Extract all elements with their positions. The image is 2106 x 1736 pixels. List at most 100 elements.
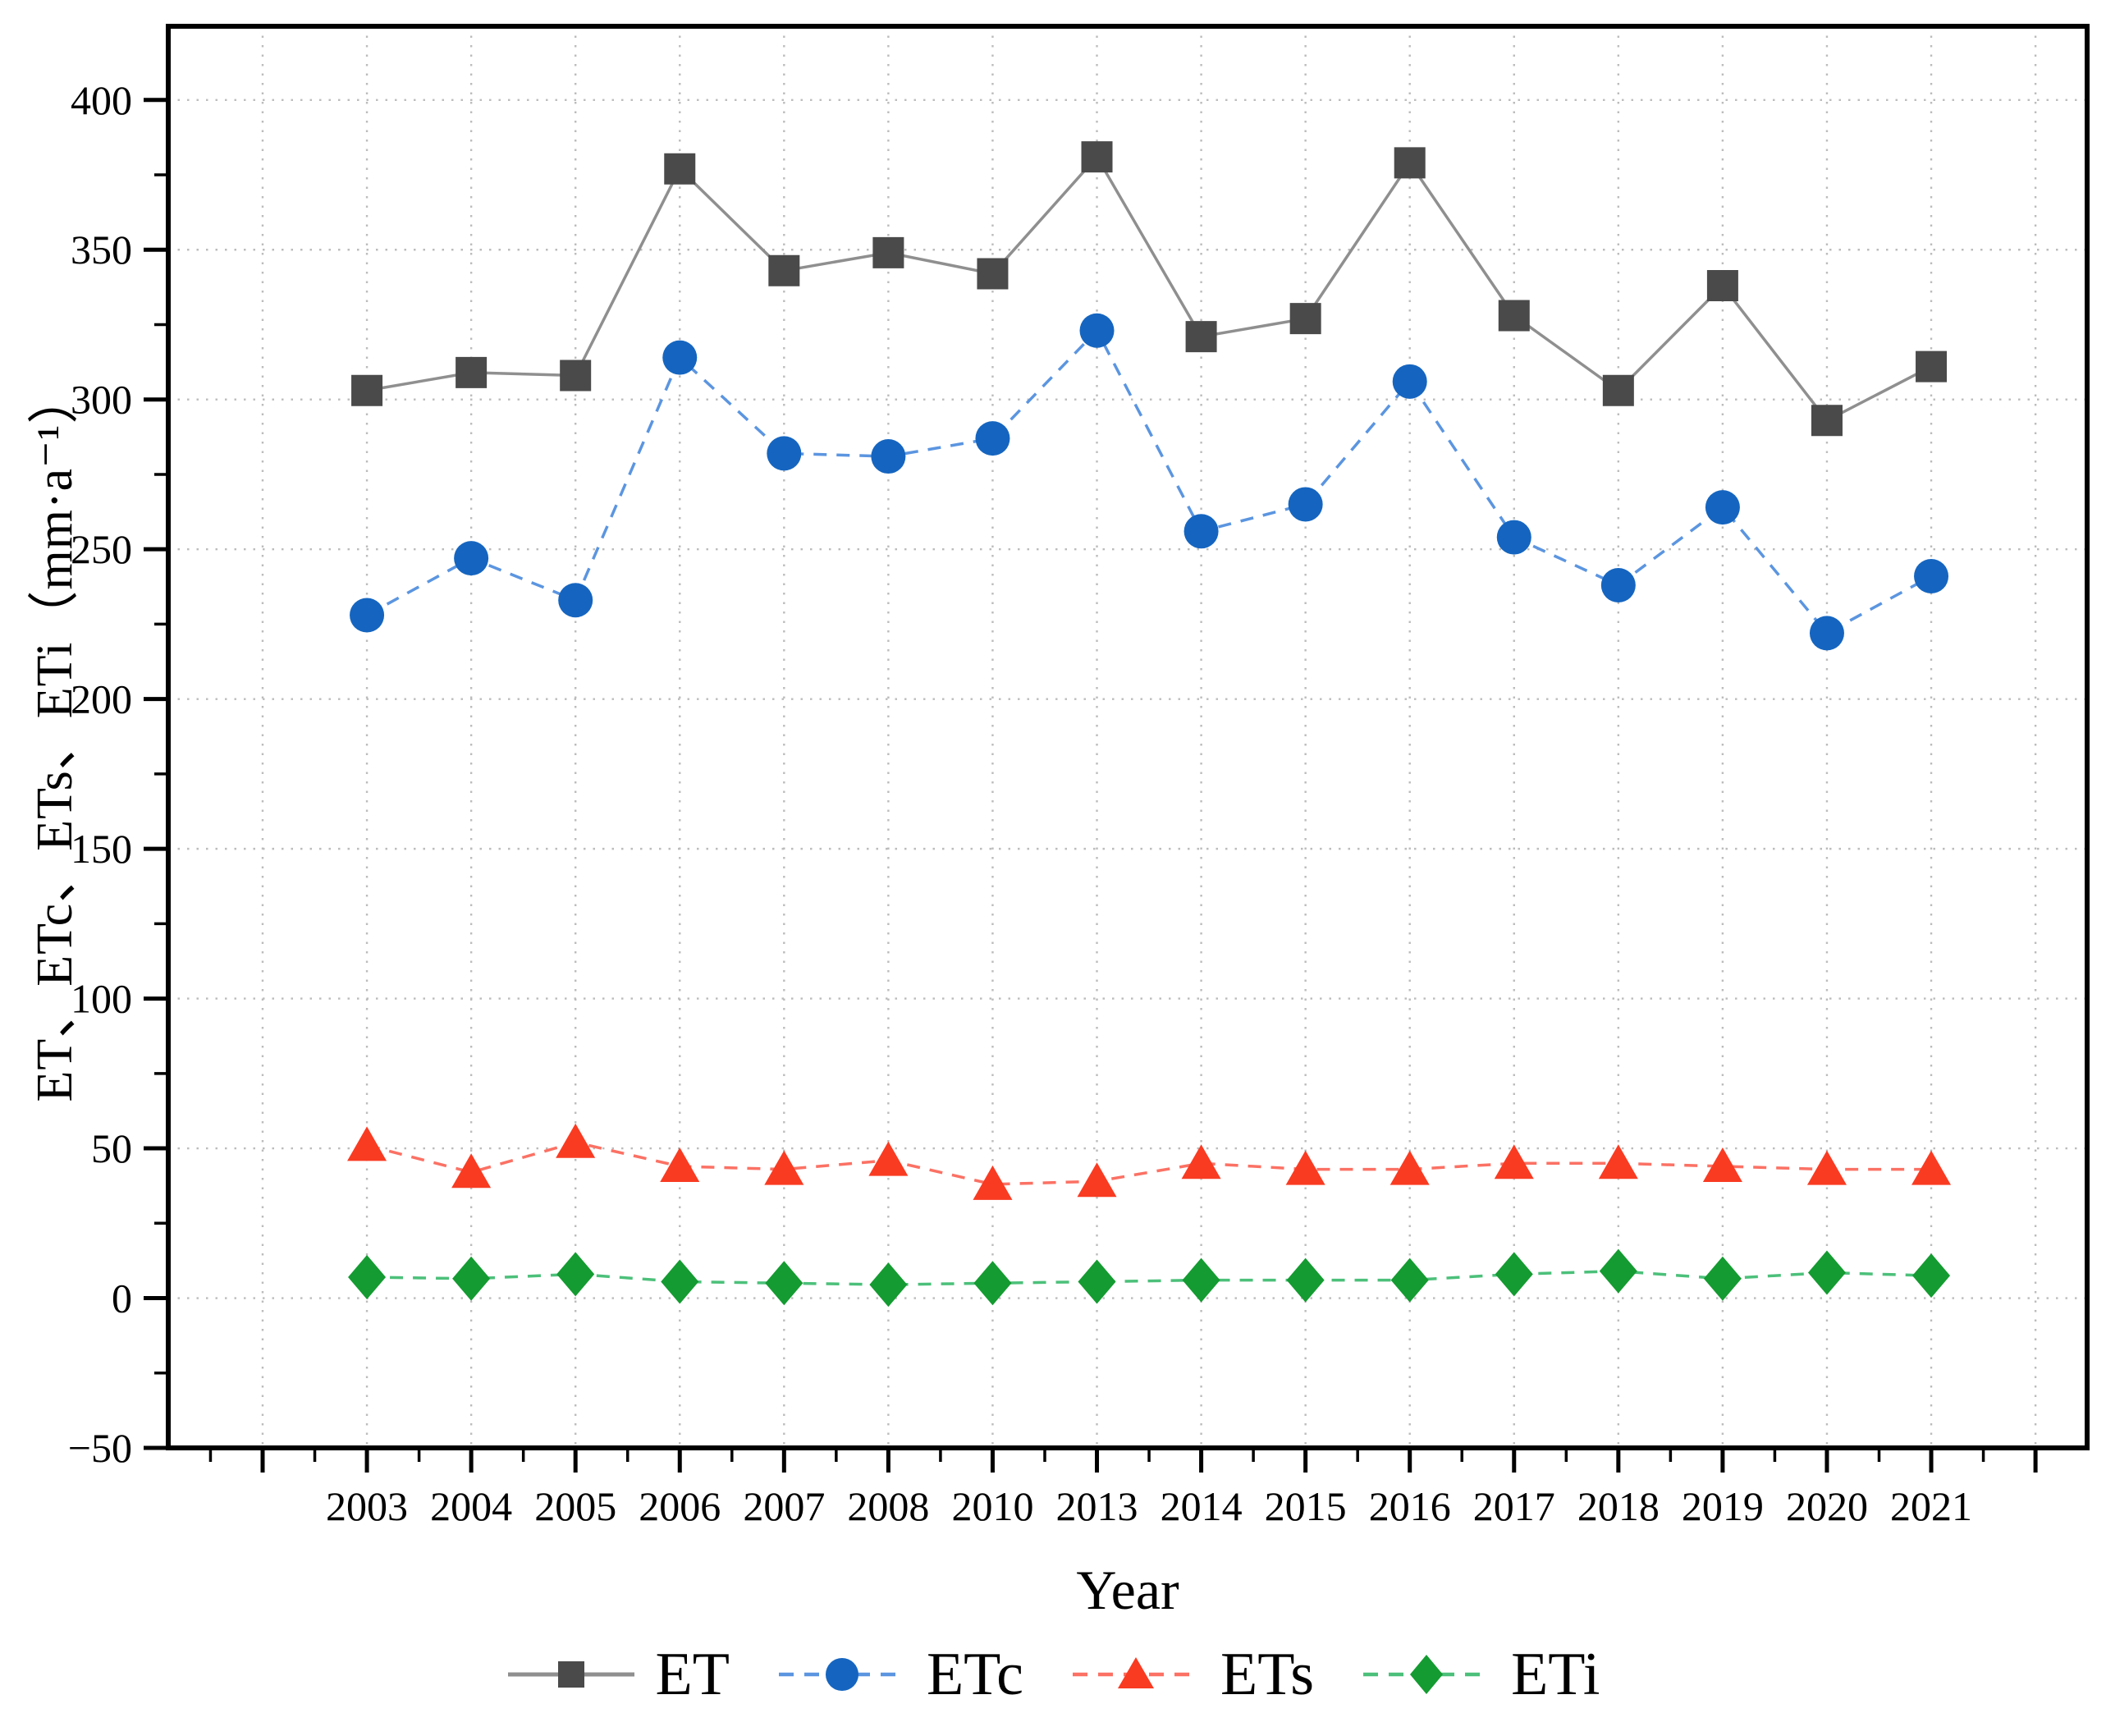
- marker-ET-2007: [768, 254, 800, 286]
- marker-ETc-2017: [1496, 520, 1531, 555]
- marker-ETi-2003: [348, 1254, 387, 1299]
- marker-ET-2019: [1706, 270, 1738, 302]
- marker-ETc-2006: [662, 340, 698, 375]
- series-line-ET: [366, 154, 1932, 423]
- marker-ET-2015: [1289, 303, 1321, 335]
- marker-ETc-2019: [1705, 490, 1740, 525]
- marker-ETi-2017: [1495, 1252, 1533, 1297]
- marker-ETc-2010: [975, 421, 1010, 456]
- x-tick-label: 2016: [1369, 1483, 1451, 1529]
- legend-glyph-etc-circle: [778, 1658, 905, 1691]
- series-line-ETs: [366, 1140, 1932, 1186]
- legend-marker-ET: [557, 1661, 584, 1688]
- marker-ET-2016: [1394, 147, 1426, 179]
- y-tick-label: −50: [68, 1425, 132, 1471]
- marker-ETi-2008: [869, 1262, 908, 1308]
- marker-ET-2003: [351, 374, 383, 406]
- marker-ET-2010: [977, 258, 1009, 290]
- legend: ET ETc ETs ETi: [0, 1635, 2106, 1714]
- marker-ETs-2006: [660, 1147, 700, 1182]
- legend-glyph-et-square: [507, 1661, 634, 1688]
- marker-ETi-2013: [1078, 1259, 1116, 1304]
- x-tick-label: 2007: [743, 1483, 825, 1529]
- legend-label-etc: ETc: [926, 1640, 1024, 1708]
- marker-ETi-2005: [556, 1252, 595, 1297]
- marker-ETi-2020: [1807, 1250, 1846, 1295]
- marker-ETc-2004: [454, 541, 489, 576]
- marker-ETs-2015: [1285, 1150, 1325, 1185]
- marker-ETi-2004: [452, 1256, 491, 1301]
- marker-ETc-2021: [1914, 559, 1949, 594]
- legend-item-et: ET: [506, 1640, 730, 1710]
- plot-border: [166, 24, 2090, 1450]
- legend-marker-ETc: [825, 1658, 858, 1691]
- x-tick-label: 2005: [534, 1483, 616, 1529]
- marker-ET-2004: [456, 356, 488, 388]
- legend-glyph-ets-triangle: [1073, 1657, 1200, 1688]
- x-tick-label: 2017: [1473, 1483, 1555, 1529]
- marker-ETs-2018: [1598, 1144, 1638, 1179]
- legend-label-et: ET: [655, 1640, 730, 1708]
- marker-ETs-2004: [451, 1153, 492, 1189]
- y-tick-label: 200: [71, 676, 132, 722]
- marker-ETc-2007: [767, 436, 802, 471]
- marker-ETc-2003: [350, 598, 385, 633]
- marker-ETc-2015: [1288, 487, 1323, 522]
- x-tick-label: 2008: [847, 1483, 929, 1529]
- marker-ET-2017: [1498, 300, 1530, 332]
- marker-ETs-2016: [1390, 1150, 1430, 1185]
- legend-item-eti: ETi: [1362, 1640, 1600, 1710]
- marker-ETs-2005: [556, 1123, 596, 1158]
- marker-ETs-2007: [764, 1150, 804, 1185]
- marker-ETs-2008: [868, 1141, 909, 1176]
- marker-ETs-2020: [1806, 1150, 1847, 1185]
- marker-ETc-2020: [1809, 616, 1844, 651]
- marker-ETi-2014: [1182, 1257, 1220, 1303]
- marker-ETi-2021: [1912, 1253, 1951, 1299]
- marker-ETi-2010: [973, 1261, 1012, 1306]
- y-tick-label: 50: [91, 1125, 132, 1171]
- x-tick-label: 2019: [1682, 1483, 1764, 1529]
- marker-ETi-2016: [1390, 1257, 1429, 1303]
- series-line-ETi: [367, 1269, 1932, 1286]
- marker-ETi-2006: [661, 1259, 699, 1304]
- marker-ETs-2014: [1181, 1144, 1221, 1179]
- marker-ET-2005: [560, 360, 592, 392]
- marker-ETi-2007: [765, 1261, 803, 1306]
- x-tick-label: 2018: [1577, 1483, 1660, 1529]
- legend-marker-ETs: [1118, 1657, 1155, 1688]
- marker-ETc-2018: [1600, 567, 1636, 602]
- y-tick-label: 350: [71, 227, 132, 273]
- y-tick-label: 400: [71, 77, 132, 123]
- marker-ETs-2021: [1911, 1150, 1952, 1185]
- x-tick-label: 2006: [639, 1483, 721, 1529]
- legend-label-eti: ETi: [1511, 1640, 1600, 1708]
- marker-ET-2013: [1081, 141, 1113, 173]
- marker-ET-2014: [1185, 321, 1217, 353]
- x-tick-label: 2010: [951, 1483, 1033, 1529]
- marker-ETc-2014: [1183, 514, 1219, 549]
- x-tick-label: 2003: [326, 1483, 408, 1529]
- marker-ETc-2008: [871, 439, 906, 474]
- marker-ETs-2017: [1494, 1144, 1534, 1179]
- marker-ETi-2015: [1286, 1257, 1325, 1303]
- x-tick-label: 2013: [1056, 1483, 1138, 1529]
- x-tick-label: 2004: [430, 1483, 512, 1529]
- legend-glyph-eti-diamond: [1363, 1655, 1490, 1694]
- x-axis-label: Year: [1076, 1559, 1179, 1621]
- marker-ETc-2013: [1079, 313, 1115, 348]
- x-tick-label: 2015: [1265, 1483, 1347, 1529]
- y-tick-label: 250: [71, 526, 132, 572]
- marker-ETi-2019: [1703, 1256, 1742, 1301]
- legend-item-ets: ETs: [1071, 1640, 1314, 1710]
- legend-item-etc: ETc: [777, 1640, 1023, 1710]
- y-tick-label: 150: [71, 826, 132, 872]
- marker-ETc-2016: [1392, 364, 1427, 399]
- marker-ET-2020: [1811, 405, 1843, 437]
- marker-ET-2018: [1602, 374, 1634, 406]
- marker-ET-2008: [872, 236, 904, 268]
- marker-ETi-2018: [1599, 1248, 1637, 1294]
- marker-ETs-2003: [347, 1126, 387, 1161]
